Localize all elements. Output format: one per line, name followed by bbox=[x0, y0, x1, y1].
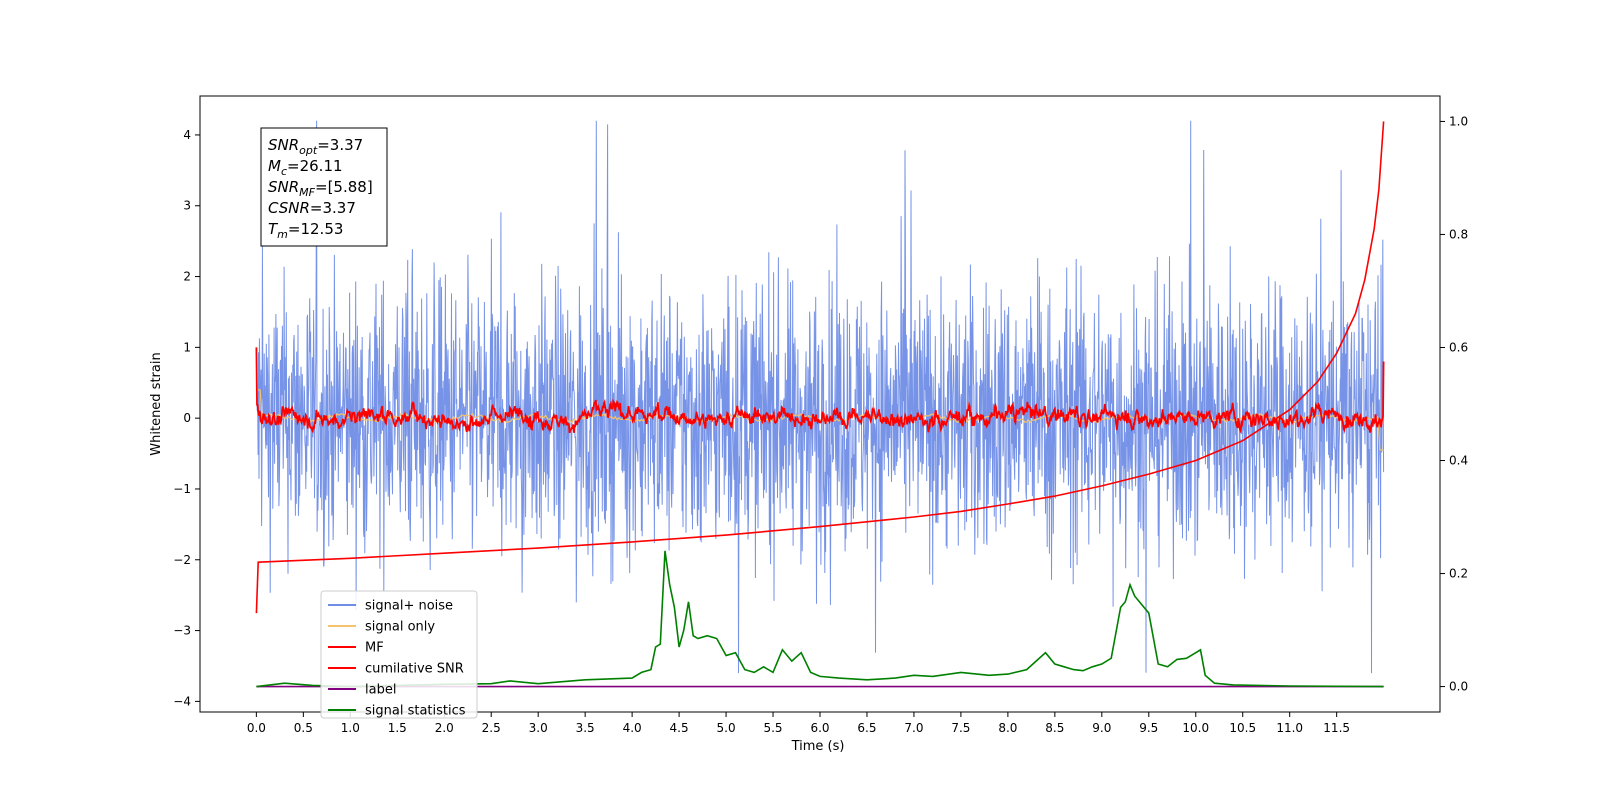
y2-tick-label: 0.4 bbox=[1449, 454, 1468, 468]
x-tick-label: 4.5 bbox=[670, 721, 689, 735]
y-tick-label: 1 bbox=[183, 340, 191, 354]
info-lines: SNRopt=3.37Mc=26.11SNRMF=[5.88]CSNR=3.37… bbox=[268, 136, 373, 241]
x-tick-label: 7.0 bbox=[904, 721, 923, 735]
x-tick-label: 3.0 bbox=[529, 721, 548, 735]
y2-tick-label: 0.2 bbox=[1449, 567, 1468, 581]
x-tick-label: 6.5 bbox=[857, 721, 876, 735]
x-tick-label: 4.0 bbox=[623, 721, 642, 735]
plot-area bbox=[255, 120, 1385, 688]
info-line: Mc=26.11 bbox=[268, 157, 343, 178]
x-tick-label: 11.0 bbox=[1276, 721, 1303, 735]
x-tick-label: 1.5 bbox=[388, 721, 407, 735]
info-box: SNRopt=3.37Mc=26.11SNRMF=[5.88]CSNR=3.37… bbox=[260, 127, 388, 247]
legend-label: signal statistics bbox=[365, 704, 466, 719]
info-box-frame bbox=[260, 127, 388, 247]
y2-tick-label: 0.0 bbox=[1449, 680, 1468, 694]
x-tick-label: 2.5 bbox=[482, 721, 501, 735]
legend-label: MF bbox=[365, 641, 384, 656]
y-tick-label: 4 bbox=[183, 128, 191, 142]
series-cumilative-snr-line bbox=[255, 121, 1385, 614]
legend-label: signal+ noise bbox=[365, 599, 453, 614]
x-tick-label: 11.5 bbox=[1323, 721, 1350, 735]
x-axis-label: Time (s) bbox=[791, 739, 845, 754]
x-tick-label: 0.0 bbox=[247, 721, 266, 735]
y-axis-label: Whitened strain bbox=[149, 352, 164, 455]
y2-tick-label: 0.6 bbox=[1449, 340, 1468, 354]
x-tick-label: 10.0 bbox=[1182, 721, 1209, 735]
x-tick-label: 2.0 bbox=[435, 721, 454, 735]
x-tick-label: 5.5 bbox=[763, 721, 782, 735]
legend-label: cumilative SNR bbox=[365, 662, 464, 677]
info-line: SNRMF=[5.88] bbox=[268, 178, 373, 199]
x-tick-label: 9.5 bbox=[1139, 721, 1158, 735]
x-tick-label: 10.5 bbox=[1229, 721, 1256, 735]
y-tick-label: −4 bbox=[173, 694, 191, 708]
y-tick-label: 3 bbox=[183, 199, 191, 213]
x-tick-label: 1.0 bbox=[341, 721, 360, 735]
info-line: CSNR=3.37 bbox=[268, 199, 356, 217]
legend-label: label bbox=[365, 683, 396, 698]
info-line: Tm=12.53 bbox=[268, 220, 343, 241]
legend: signal+ noise signal only MF cumilative SNR… bbox=[320, 590, 478, 719]
y-tick-label: −2 bbox=[173, 553, 191, 567]
x-tick-label: 8.0 bbox=[998, 721, 1017, 735]
x-tick-label: 0.5 bbox=[294, 721, 313, 735]
x-tick-label: 5.0 bbox=[717, 721, 736, 735]
y-tick-label: 0 bbox=[183, 411, 191, 425]
legend-label: signal only bbox=[365, 620, 435, 635]
legend-frame bbox=[320, 590, 478, 719]
x-tick-label: 8.5 bbox=[1045, 721, 1064, 735]
series-mf-line bbox=[255, 347, 1385, 435]
y-tick-label: −3 bbox=[173, 624, 191, 638]
series-signal-statistics-line bbox=[256, 550, 1384, 688]
x-tick-label: 7.5 bbox=[951, 721, 970, 735]
y2-tick-label: 0.8 bbox=[1449, 227, 1468, 241]
legend-entries: signal+ noise signal only MF cumilative SNR… bbox=[328, 599, 466, 719]
x-tick-label: 9.0 bbox=[1092, 721, 1111, 735]
series-signal-noise-line bbox=[255, 120, 1385, 674]
y-tick-label: 2 bbox=[183, 270, 191, 284]
info-line: SNRopt=3.37 bbox=[268, 136, 363, 157]
y-tick-label: −1 bbox=[173, 482, 191, 496]
axes: 0.0 0.5 1.0 1.5 2.0 2.5 3.0 3.5 4.0 4.5 5.0 5.5 6.0 6… bbox=[173, 114, 1468, 735]
x-tick-label: 6.0 bbox=[810, 721, 829, 735]
x-tick-label: 3.5 bbox=[576, 721, 595, 735]
y2-tick-label: 1.0 bbox=[1449, 114, 1468, 128]
